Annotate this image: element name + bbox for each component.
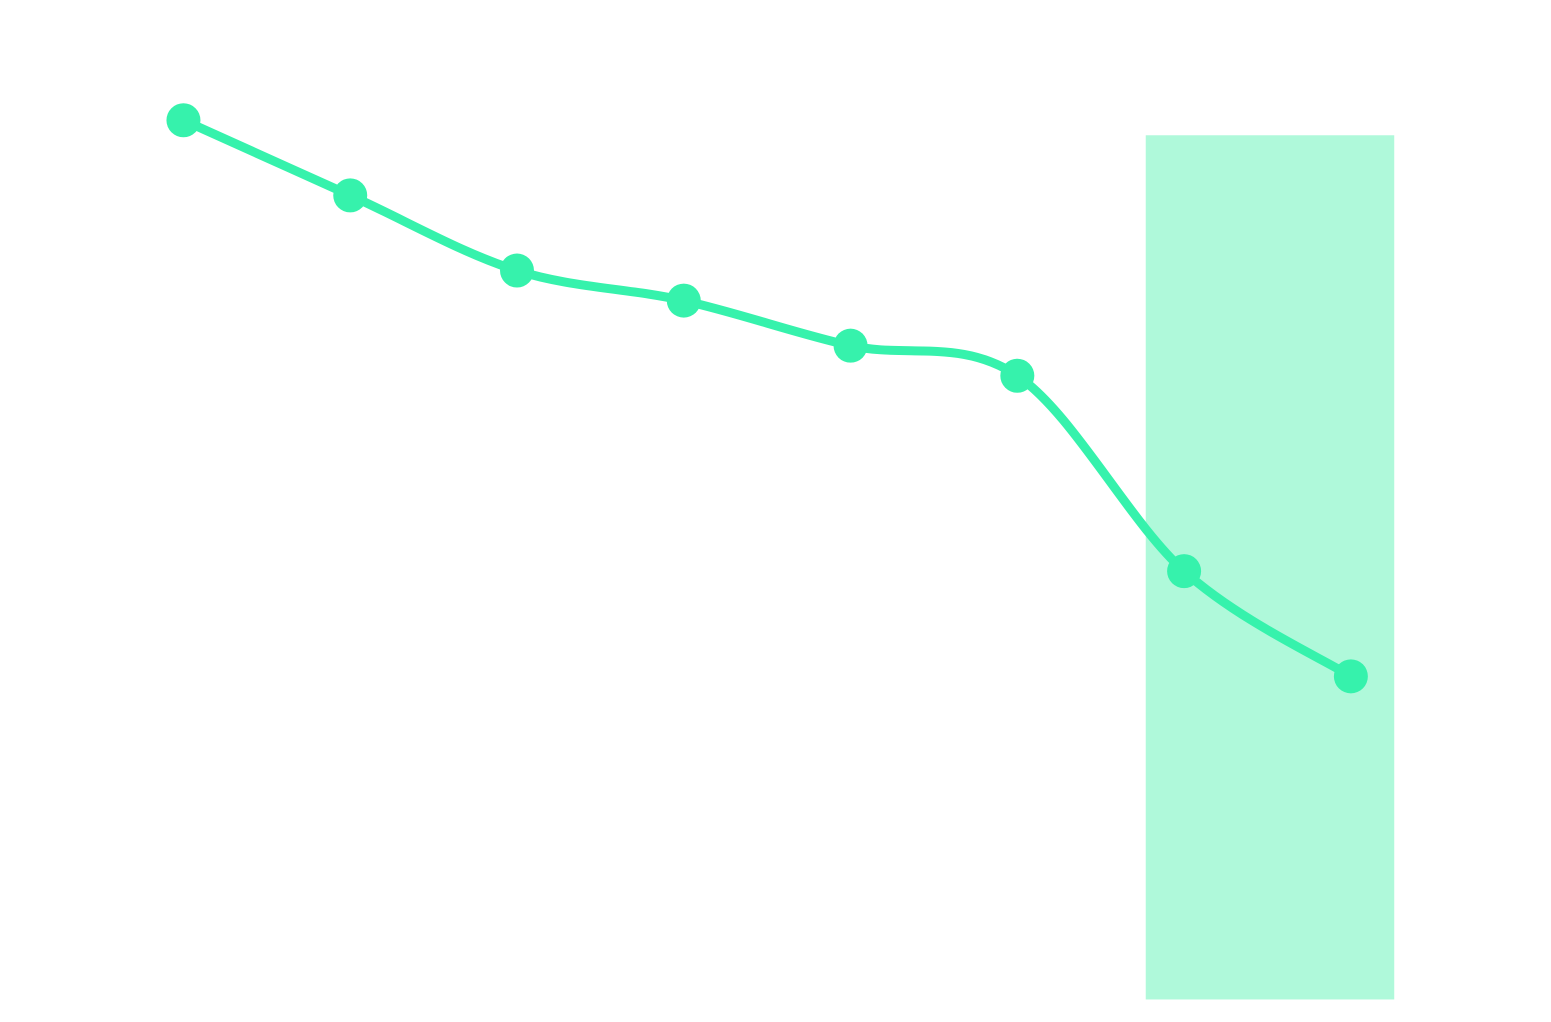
series-line bbox=[178, 115, 1356, 681]
data-point bbox=[833, 328, 868, 363]
data-point bbox=[500, 253, 534, 288]
data-point bbox=[666, 283, 701, 318]
data-point bbox=[1167, 554, 1202, 589]
data-point bbox=[166, 103, 201, 138]
data-point bbox=[333, 178, 368, 213]
data-point bbox=[1333, 659, 1368, 694]
data-point bbox=[1000, 358, 1035, 393]
